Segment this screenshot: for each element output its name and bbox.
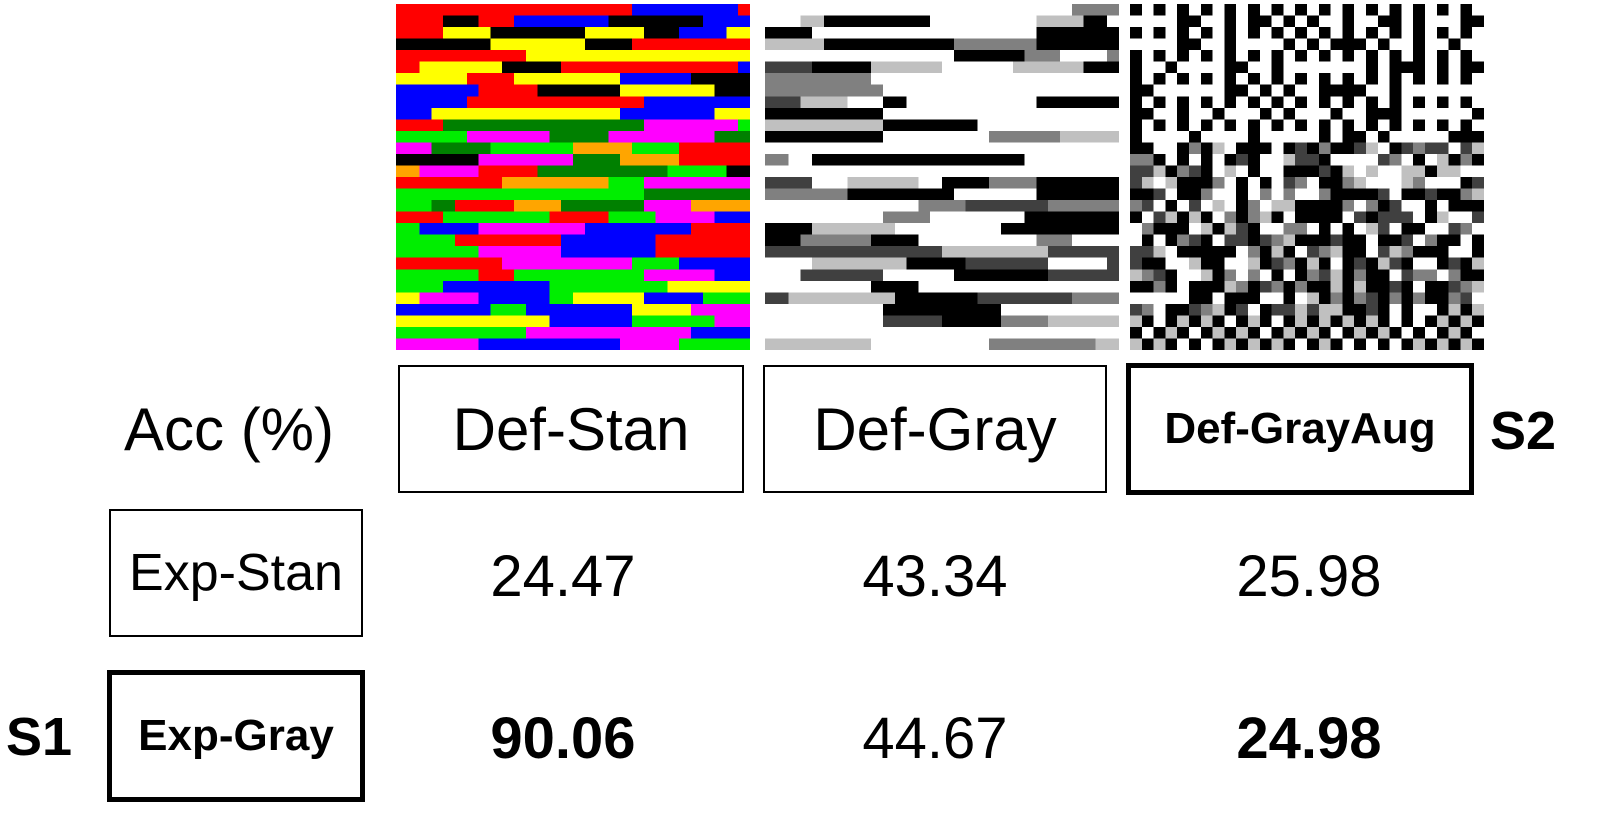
value-exp-gray-def-grayaug: 24.98 [1236,706,1382,771]
value-exp-stan-def-stan: 24.47 [490,544,636,609]
column-header-def-gray: Def-Gray [763,365,1107,493]
row-header-exp-gray: Exp-Gray [107,670,365,802]
def-gray-perturbation-image [765,4,1119,350]
column-tag-s2: S2 [1490,401,1557,461]
row-header-exp-stan: Exp-Stan [109,509,363,637]
row-tag-s1: S1 [6,707,73,767]
value-exp-gray-def-stan: 90.06 [490,706,636,771]
value-exp-stan-def-grayaug: 25.98 [1236,544,1382,609]
def-stan-perturbation-image [396,4,750,350]
accuracy-label: Acc (%) [124,396,334,463]
value-exp-gray-def-gray: 44.67 [862,706,1008,771]
value-exp-stan-def-gray: 43.34 [862,544,1008,609]
def-grayaug-perturbation-image [1130,4,1484,350]
column-header-def-stan: Def-Stan [398,365,744,493]
column-header-def-grayaug: Def-GrayAug [1126,363,1474,495]
